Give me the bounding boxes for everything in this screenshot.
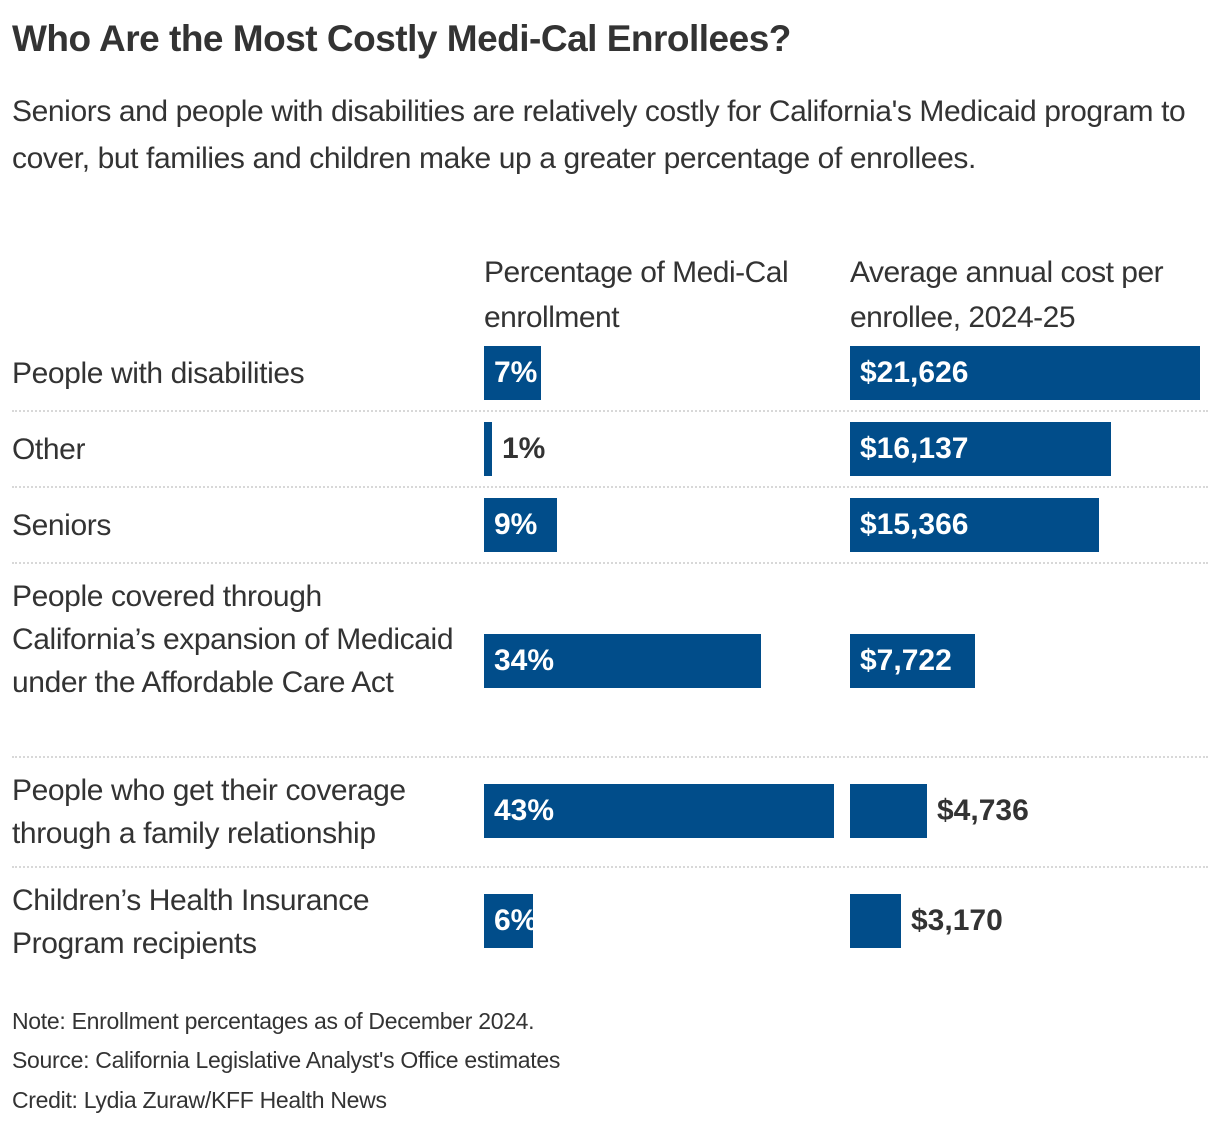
bar-enrollment-pct [484,634,761,688]
bar-enrollment-pct [484,422,492,476]
bar-enrollment-pct [484,498,557,552]
data-label-enrollment-pct: 1% [502,432,546,465]
category-label: People with disabilities [12,357,305,390]
category-label: People who get their coverage through a … [12,774,406,850]
category-label: People covered through California’s expa… [12,580,454,699]
bar-annual-cost [850,784,927,838]
footer-source: Source: California Legislative Analyst's… [12,1047,561,1073]
bar-annual-cost [850,634,975,688]
data-label-annual-cost: $15,366 [860,508,969,541]
category-label: Children’s Health Insurance Program reci… [12,884,370,960]
bar-annual-cost [850,498,1099,552]
chart-subtitle: Seniors and people with disabilities are… [12,95,1186,175]
bar-enrollment-pct [484,346,541,400]
bar-annual-cost [850,346,1200,400]
bar-enrollment-pct [484,894,533,948]
data-label-enrollment-pct: 34% [494,644,555,677]
data-label-annual-cost: $21,626 [860,356,969,389]
category-label: Seniors [12,509,111,542]
row-divider [12,866,1208,868]
row-divider [12,756,1208,758]
data-label-enrollment-pct: 7% [494,356,538,389]
row-divider [12,562,1208,564]
row-divider [12,410,1208,412]
column-header-percentage: Percentage of Medi-Cal enrollment [484,256,789,334]
data-label-annual-cost: $16,137 [860,432,969,465]
data-label-annual-cost: $7,722 [860,644,952,677]
footer-credit: Credit: Lydia Zuraw/KFF Health News [12,1087,387,1113]
data-label-enrollment-pct: 9% [494,508,538,541]
column-header-cost: Average annual cost per enrollee, 2024-2… [850,256,1164,334]
data-label-annual-cost: $4,736 [937,794,1029,827]
bar-annual-cost [850,894,901,948]
category-label: Other [12,433,86,466]
data-label-enrollment-pct: 43% [494,794,555,827]
footer-note: Note: Enrollment percentages as of Decem… [12,1008,535,1034]
row-divider [12,486,1208,488]
data-label-annual-cost: $3,170 [911,904,1003,937]
data-label-enrollment-pct: 6% [494,904,538,937]
chart-title: Who Are the Most Costly Medi-Cal Enrolle… [12,18,791,59]
bar-annual-cost [850,422,1111,476]
bar-enrollment-pct [484,784,834,838]
